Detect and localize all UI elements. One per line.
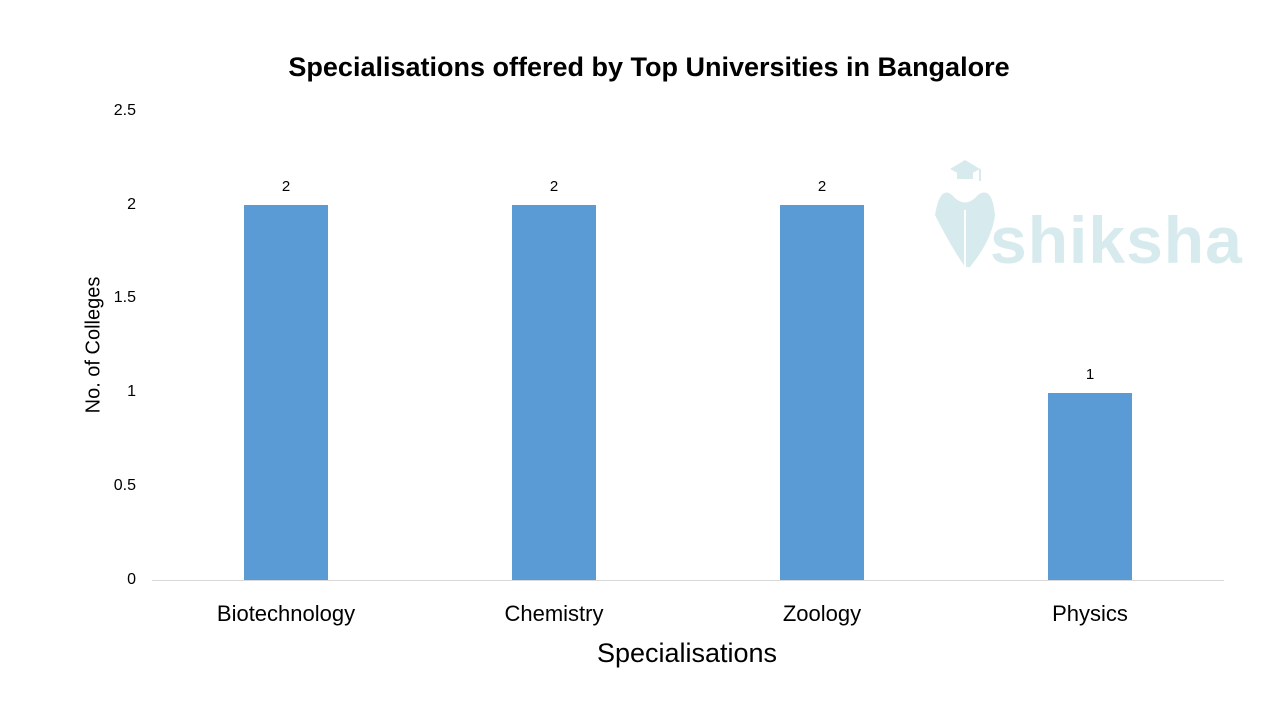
x-tick: Biotechnology — [216, 601, 356, 626]
y-tick: 1 — [127, 383, 136, 400]
y-tick: 0.5 — [113, 477, 136, 494]
x-tick: Chemistry — [504, 601, 604, 626]
data-label: 2 — [817, 178, 827, 195]
x-axis-line — [152, 580, 1224, 581]
x-tick: Physics — [1052, 601, 1128, 626]
bar-biotechnology — [244, 205, 328, 580]
x-axis-label: Specialisations — [596, 638, 778, 668]
y-tick: 1.5 — [113, 289, 136, 306]
bar-physics — [1048, 393, 1132, 580]
shiksha-watermark-text: shiksha — [990, 203, 1243, 277]
x-tick: Zoology — [782, 601, 862, 626]
bar-chemistry — [512, 205, 596, 580]
shiksha-watermark-icon — [935, 160, 995, 267]
chart-title: Specialisations offered by Top Universit… — [288, 52, 1010, 82]
y-tick: 2.5 — [113, 102, 136, 119]
y-tick: 0 — [127, 571, 136, 588]
data-label: 2 — [281, 178, 291, 195]
bar-zoology — [780, 205, 864, 580]
data-label: 1 — [1085, 366, 1095, 383]
data-label: 2 — [549, 178, 559, 195]
y-tick: 2 — [127, 196, 136, 213]
